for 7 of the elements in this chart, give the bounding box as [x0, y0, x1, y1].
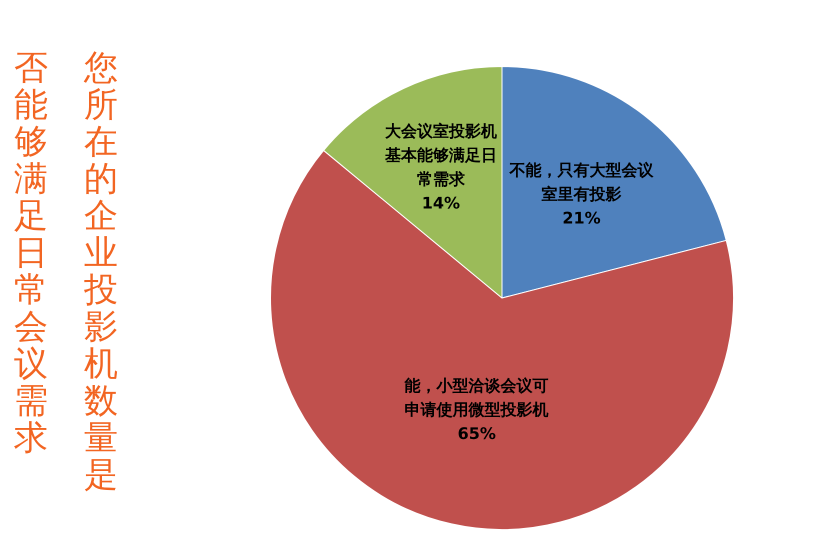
data-label: 65% — [458, 424, 496, 444]
data-label: 14% — [422, 193, 460, 212]
chart-title: 您所在的企业投影机数量是否能够满足日常会议需求 — [14, 48, 118, 495]
slice-label: 大会议室投影机基本能够满足日常需求 — [384, 121, 497, 188]
slice-label: 不能，只有大型会议室里有投影 — [508, 160, 654, 204]
data-label: 21% — [562, 208, 601, 228]
slice-label: 能，小型洽谈会议可申请使用微型投影机 — [404, 376, 549, 420]
